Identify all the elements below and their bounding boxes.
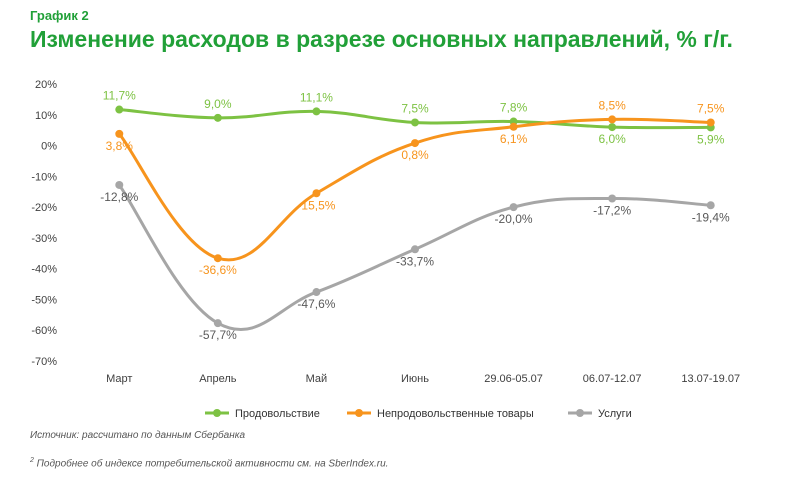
data-point	[608, 123, 617, 132]
data-label: 0,8%	[401, 148, 429, 162]
chart-title: Изменение расходов в разрезе основных на…	[30, 26, 733, 52]
y-tick-label: -10%	[31, 171, 57, 183]
x-tick-label: 13.07-19.07	[681, 373, 740, 385]
y-tick-label: -40%	[31, 264, 57, 276]
legend-label: Продовольствие	[235, 408, 320, 420]
data-label: 6,1%	[500, 132, 528, 146]
y-tick-label: 0%	[41, 141, 57, 153]
data-label: 7,5%	[401, 101, 429, 115]
data-label: 7,5%	[697, 101, 725, 115]
data-point	[608, 115, 617, 124]
x-tick-label: 06.07-12.07	[583, 373, 642, 385]
legend-swatch-marker	[576, 409, 584, 417]
data-point	[411, 139, 419, 148]
data-point	[706, 118, 715, 127]
data-label: -47,6%	[297, 297, 335, 311]
y-tick-label: -60%	[31, 325, 57, 337]
data-label: -57,7%	[199, 328, 237, 342]
data-label: 7,8%	[500, 101, 528, 115]
data-label: 11,7%	[103, 89, 136, 103]
y-tick-label: 10%	[35, 110, 57, 122]
data-label: 3,8%	[106, 139, 134, 153]
y-tick-label: -30%	[31, 233, 57, 245]
source-note: Источник: рассчитано по данным Сбербанка	[30, 430, 246, 441]
data-point	[312, 288, 321, 297]
x-tick-label: Май	[306, 373, 328, 385]
x-tick-label: 29.06-05.07	[484, 373, 543, 385]
y-tick-label: -50%	[31, 294, 57, 306]
data-point	[509, 122, 518, 131]
data-point	[115, 180, 124, 189]
legend-label: Непродовольственные товары	[377, 408, 534, 420]
data-point	[411, 245, 419, 254]
data-point	[608, 194, 617, 203]
data-label: -17,2%	[593, 203, 631, 217]
line-chart: 20% 10% 0% -10% -20% -30% -40% -50% -60% -70% Март…	[31, 79, 740, 420]
data-point	[213, 319, 222, 328]
footnote-mark: 2	[30, 457, 34, 464]
data-label: -20,0%	[495, 212, 533, 226]
data-label: -36,6%	[199, 263, 237, 277]
y-tick-label: -70%	[31, 356, 57, 368]
x-tick-label: Июнь	[401, 373, 429, 385]
data-point	[115, 105, 124, 114]
y-tick-label: 20%	[35, 79, 57, 91]
data-point	[312, 189, 321, 198]
data-label: 9,0%	[204, 97, 232, 111]
data-label: 11,1%	[300, 90, 333, 104]
data-point	[706, 201, 715, 210]
footnote: 2 Подробнее об индексе потребительской а…	[30, 457, 388, 469]
data-label: 5,9%	[697, 132, 725, 146]
data-label: 8,5%	[598, 98, 626, 112]
footnote-text: Подробнее об индексе потребительской акт…	[33, 458, 389, 470]
data-label: -19,4%	[692, 210, 730, 224]
legend-swatch-marker	[213, 409, 221, 417]
data-label: 6,0%	[598, 132, 626, 146]
x-tick-label: Апрель	[199, 373, 237, 385]
data-point	[509, 203, 518, 212]
legend-label: Услуги	[598, 408, 632, 420]
x-tick-label: Март	[106, 373, 132, 385]
y-tick-label: -20%	[31, 202, 57, 214]
data-label: -33,7%	[396, 254, 434, 268]
chart-kicker: График 2	[30, 8, 89, 23]
legend-swatch-marker	[355, 409, 363, 417]
data-label: -15,5%	[297, 198, 335, 212]
data-point	[115, 129, 124, 138]
data-point	[213, 113, 222, 122]
data-point	[411, 118, 419, 127]
data-point	[213, 254, 222, 263]
data-point	[312, 107, 321, 116]
data-label: -12,8%	[100, 190, 138, 204]
